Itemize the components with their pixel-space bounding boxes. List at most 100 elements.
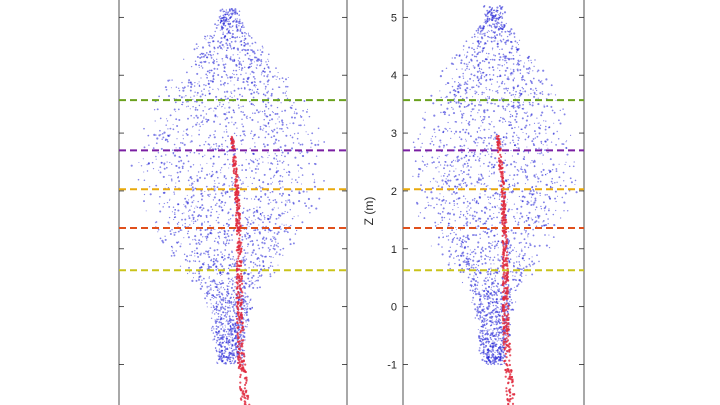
leaf-point [242, 182, 244, 185]
leaf-point [241, 138, 244, 142]
leaf-point [214, 285, 217, 288]
leaf-point [475, 29, 478, 32]
leaf-point [491, 78, 494, 81]
leaf-point [269, 192, 271, 194]
leaf-point [524, 254, 526, 256]
leaf-point [294, 179, 297, 181]
leaf-point [518, 92, 521, 94]
leaf-point [228, 25, 231, 28]
leaf-point [456, 160, 459, 163]
leaf-point [163, 131, 166, 134]
leaf-point [175, 164, 178, 168]
leaf-point [476, 288, 479, 290]
leaf-point [211, 280, 214, 283]
leaf-point [529, 242, 531, 245]
leaf-point [224, 345, 226, 348]
leaf-point [541, 111, 544, 114]
leaf-point [250, 65, 252, 67]
leaf-point [478, 42, 481, 45]
leaf-point [293, 111, 296, 113]
leaf-point [171, 163, 173, 165]
leaf-point [298, 190, 300, 192]
leaf-point [473, 200, 476, 202]
leaf-point [514, 232, 517, 234]
leaf-point [422, 170, 424, 172]
leaf-point [459, 229, 462, 231]
leaf-point [204, 236, 207, 238]
leaf-point [270, 162, 273, 165]
leaf-point [536, 135, 539, 138]
leaf-point [288, 199, 291, 201]
leaf-point [318, 197, 321, 200]
leaf-point [181, 101, 184, 104]
leaf-point [498, 26, 501, 28]
leaf-point [219, 29, 221, 31]
leaf-point [500, 30, 503, 33]
leaf-point [488, 97, 491, 100]
leaf-point [218, 16, 221, 18]
leaf-point [480, 120, 483, 122]
leaf-point [240, 183, 243, 185]
leaf-point [236, 148, 239, 151]
leaf-point [508, 185, 511, 188]
leaf-point [492, 309, 494, 312]
stem-point [237, 251, 240, 254]
leaf-point [233, 296, 235, 298]
leaf-point [232, 21, 234, 23]
leaf-point [232, 255, 235, 258]
leaf-point [487, 329, 489, 331]
leaf-point [486, 15, 489, 18]
leaf-point [188, 260, 191, 263]
leaf-point [208, 289, 210, 291]
leaf-point [523, 221, 525, 224]
leaf-point [533, 130, 536, 133]
leaf-point [241, 118, 243, 120]
leaf-point [475, 274, 477, 276]
stem-point [235, 167, 238, 170]
stem-point [231, 138, 234, 142]
leaf-point [226, 32, 228, 35]
stem-point [235, 195, 238, 198]
leaf-point [222, 19, 225, 22]
leaf-point [233, 84, 235, 86]
leaf-point [474, 290, 477, 293]
leaf-point [194, 272, 196, 275]
leaf-point [246, 197, 248, 200]
leaf-point [508, 208, 511, 211]
leaf-point [219, 288, 221, 290]
leaf-point [208, 276, 210, 277]
leaf-point [201, 167, 204, 170]
leaf-point [166, 140, 169, 143]
leaf-point [257, 257, 260, 259]
leaf-point [482, 343, 484, 345]
leaf-point [206, 56, 209, 59]
leaf-point [251, 282, 254, 285]
leaf-point [246, 305, 249, 307]
leaf-point [464, 69, 467, 71]
leaf-point [196, 91, 199, 94]
leaf-point [191, 186, 194, 189]
leaf-point [480, 248, 483, 251]
leaf-point [474, 252, 477, 255]
leaf-point [454, 81, 456, 83]
leaf-point [252, 221, 255, 224]
leaf-point [254, 253, 257, 256]
leaf-point [520, 249, 523, 252]
leaf-point [526, 178, 529, 181]
leaf-point [457, 85, 460, 88]
leaf-point [484, 137, 487, 139]
leaf-point [260, 195, 263, 198]
leaf-point [206, 285, 208, 288]
leaf-point [460, 240, 464, 243]
leaf-point [196, 94, 198, 96]
leaf-point [163, 202, 165, 205]
leaf-point [497, 40, 499, 42]
leaf-point [217, 303, 219, 305]
leaf-point [226, 44, 229, 46]
leaf-point [522, 107, 525, 110]
leaf-point [424, 111, 426, 113]
leaf-point [491, 285, 493, 287]
stem-point [239, 381, 242, 384]
leaf-point [496, 45, 499, 48]
leaf-point [440, 175, 442, 177]
